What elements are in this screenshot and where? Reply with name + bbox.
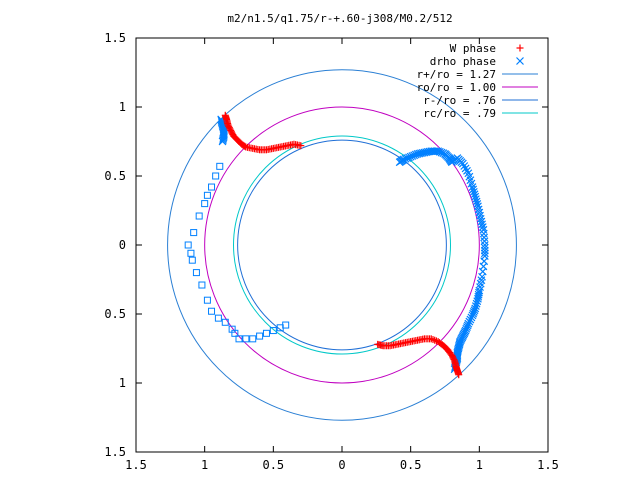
drho-phase-point bbox=[474, 205, 483, 214]
drho-phase-square-point bbox=[198, 281, 206, 289]
drho-phase-point bbox=[472, 197, 481, 206]
y-tick-label: 1.5 bbox=[104, 31, 126, 45]
circle-r+ro bbox=[167, 69, 517, 421]
x-tick-label: 0.5 bbox=[400, 458, 422, 472]
circle-roro bbox=[204, 106, 480, 384]
legend-label: ro/ro = 1.00 bbox=[417, 81, 496, 94]
legend-marker bbox=[516, 44, 524, 52]
drho-phase-point bbox=[475, 208, 484, 217]
drho-phase-square-point bbox=[282, 321, 290, 329]
w-phase-point bbox=[297, 142, 305, 150]
legend-label: r+/ro = 1.27 bbox=[417, 68, 496, 81]
chart-title: m2/n1.5/q1.75/r-+.60-j308/M0.2/512 bbox=[227, 12, 452, 25]
drho-phase-point bbox=[480, 246, 489, 255]
x-tick-label: 1.5 bbox=[125, 458, 147, 472]
w-phase-point bbox=[427, 335, 435, 343]
drho-phase-point bbox=[466, 315, 475, 324]
drho-phase-square-point bbox=[214, 314, 222, 322]
drho-phase-square-point bbox=[208, 183, 216, 191]
drho-phase-square-point bbox=[208, 307, 216, 315]
drho-phase-point bbox=[218, 137, 227, 146]
drho-phase-point bbox=[480, 249, 489, 258]
drho-phase-point bbox=[219, 134, 228, 143]
drho-phase-square-point bbox=[256, 332, 264, 340]
legend-marker bbox=[516, 57, 524, 65]
circle-r-ro bbox=[237, 139, 447, 351]
drho-phase-square-point bbox=[201, 200, 209, 208]
drho-phase-point bbox=[218, 136, 227, 145]
drho-phase-point bbox=[474, 202, 482, 211]
drho-phase-square-point bbox=[203, 191, 211, 199]
drho-phase-point bbox=[468, 183, 477, 191]
y-tick-label: 0.5 bbox=[104, 307, 126, 321]
drho-phase-square-point bbox=[269, 327, 277, 335]
x-tick-label: 1 bbox=[201, 458, 208, 472]
drho-phase-point bbox=[471, 195, 480, 204]
drho-phase-square-point bbox=[184, 241, 192, 249]
drho-phase-square-point bbox=[231, 329, 239, 337]
drho-phase-square-point bbox=[262, 329, 270, 337]
y-tick-label: 1 bbox=[119, 376, 126, 390]
drho-phase-point bbox=[468, 311, 477, 320]
drho-phase-point bbox=[476, 211, 484, 220]
drho-phase-point bbox=[474, 294, 482, 303]
w-phase-point bbox=[455, 371, 463, 379]
drho-phase-point bbox=[480, 243, 489, 252]
y-tick-label: 1 bbox=[119, 100, 126, 114]
drho-phase-point bbox=[473, 297, 482, 306]
drho-phase-square-point bbox=[216, 162, 224, 170]
x-tick-label: 0 bbox=[338, 458, 345, 472]
circle-rcro bbox=[233, 135, 451, 355]
drho-phase-square-point bbox=[188, 256, 196, 264]
drho-phase-point bbox=[478, 223, 487, 231]
reference-circles bbox=[167, 69, 517, 421]
drho-phase-point bbox=[472, 299, 481, 308]
axis-ticks: 1.5 1 0.5 0 0.5 1 1.51.510.500.511.5 bbox=[104, 31, 559, 472]
w-phase-point bbox=[431, 336, 439, 344]
x-tick-label: 1.5 bbox=[537, 458, 559, 472]
drho-phase-point bbox=[470, 190, 479, 199]
drho-phase-square-point bbox=[235, 335, 243, 343]
drho-phase-point bbox=[463, 166, 471, 175]
drho-phase-square-point bbox=[242, 335, 250, 343]
legend-label: rc/ro = .79 bbox=[423, 107, 496, 120]
drho-phase-square-point bbox=[203, 296, 211, 304]
x-tick-label: 1 bbox=[476, 458, 483, 472]
drho-phase-point bbox=[469, 185, 478, 194]
drho-phase-point bbox=[461, 164, 470, 173]
drho-phase-square-point bbox=[192, 269, 200, 277]
drho-phase-point bbox=[460, 162, 469, 170]
w-phase-point bbox=[429, 336, 437, 344]
drho-phase-square-point bbox=[187, 249, 195, 257]
drho-phase-point bbox=[467, 313, 476, 322]
x-tick-label: 0.5 bbox=[262, 458, 284, 472]
drho-phase-square-point bbox=[249, 335, 257, 343]
phase-points bbox=[184, 111, 489, 379]
drho-phase-point bbox=[458, 159, 467, 168]
drho-phase-square-point bbox=[190, 229, 198, 237]
drho-phase-square-point bbox=[221, 318, 229, 326]
legend-label: W phase bbox=[450, 42, 496, 55]
y-tick-label: 0.5 bbox=[104, 169, 126, 183]
drho-phase-point bbox=[469, 187, 478, 196]
drho-phase-point bbox=[471, 192, 480, 201]
legend-label: drho phase bbox=[430, 55, 496, 68]
y-tick-label: 1.5 bbox=[104, 445, 126, 459]
drho-phase-point bbox=[480, 241, 489, 249]
drho-phase-square-point bbox=[212, 172, 220, 180]
drho-phase-square-point bbox=[195, 212, 203, 220]
w-phase-point bbox=[432, 337, 440, 345]
y-tick-label: 0 bbox=[119, 238, 126, 252]
legend-label: r-/ro = .76 bbox=[423, 94, 496, 107]
